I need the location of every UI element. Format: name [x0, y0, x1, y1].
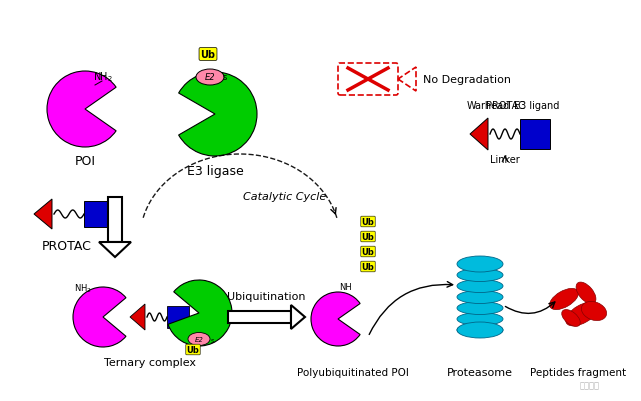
Text: Ub: Ub	[201, 50, 215, 60]
Ellipse shape	[562, 310, 580, 327]
Text: Linker: Linker	[490, 155, 520, 164]
Bar	[108, 198, 122, 242]
Text: PROTAC: PROTAC	[486, 101, 524, 111]
Ellipse shape	[549, 289, 578, 310]
Wedge shape	[47, 72, 116, 148]
Ellipse shape	[457, 291, 503, 304]
Wedge shape	[311, 292, 360, 346]
Bar	[167, 306, 189, 328]
Ellipse shape	[457, 302, 503, 315]
Ellipse shape	[457, 313, 503, 326]
Wedge shape	[73, 287, 126, 347]
Polygon shape	[34, 200, 52, 229]
Bar	[228, 311, 291, 323]
Text: s: s	[211, 337, 215, 343]
Text: Proteasome: Proteasome	[447, 367, 513, 377]
Text: Ub: Ub	[362, 233, 374, 241]
Text: Polyubiquitinated POI: Polyubiquitinated POI	[297, 367, 409, 377]
Bar	[520, 120, 550, 150]
Text: NH: NH	[340, 282, 353, 291]
Ellipse shape	[457, 324, 503, 337]
Text: E2: E2	[195, 336, 203, 342]
Text: POI: POI	[74, 155, 96, 168]
Text: Ub: Ub	[362, 217, 374, 227]
Ellipse shape	[581, 302, 606, 321]
Ellipse shape	[188, 333, 210, 346]
Text: Ub: Ub	[187, 345, 199, 354]
Ellipse shape	[576, 282, 596, 304]
Ellipse shape	[457, 256, 503, 272]
Polygon shape	[291, 305, 305, 329]
Text: E3 ligase: E3 ligase	[187, 164, 244, 178]
Ellipse shape	[457, 280, 503, 293]
Text: Ub: Ub	[362, 247, 374, 256]
Text: Catalytic Cycle: Catalytic Cycle	[244, 192, 327, 201]
Bar	[84, 201, 110, 227]
Ellipse shape	[566, 302, 598, 326]
Wedge shape	[179, 73, 257, 157]
Ellipse shape	[457, 322, 503, 338]
Text: 精准药物: 精准药物	[580, 380, 600, 389]
Wedge shape	[168, 280, 232, 346]
Polygon shape	[99, 242, 131, 257]
Text: Ubiquitination: Ubiquitination	[227, 291, 305, 301]
Text: Warhead: Warhead	[467, 101, 510, 111]
Text: Peptides fragment: Peptides fragment	[530, 367, 626, 377]
Text: Ternary complex: Ternary complex	[104, 357, 196, 367]
Text: E3 ligand: E3 ligand	[514, 101, 560, 111]
Ellipse shape	[457, 269, 503, 282]
Ellipse shape	[196, 70, 224, 86]
Text: PROTAC: PROTAC	[42, 239, 92, 252]
Text: No Degradation: No Degradation	[423, 75, 511, 85]
Text: Ub: Ub	[362, 262, 374, 271]
Polygon shape	[130, 304, 145, 330]
Text: s: s	[223, 73, 227, 82]
Text: E2: E2	[204, 73, 215, 82]
Polygon shape	[470, 119, 488, 151]
Text: NH$_2$: NH$_2$	[74, 282, 92, 295]
Text: NH$_2$: NH$_2$	[93, 70, 113, 83]
